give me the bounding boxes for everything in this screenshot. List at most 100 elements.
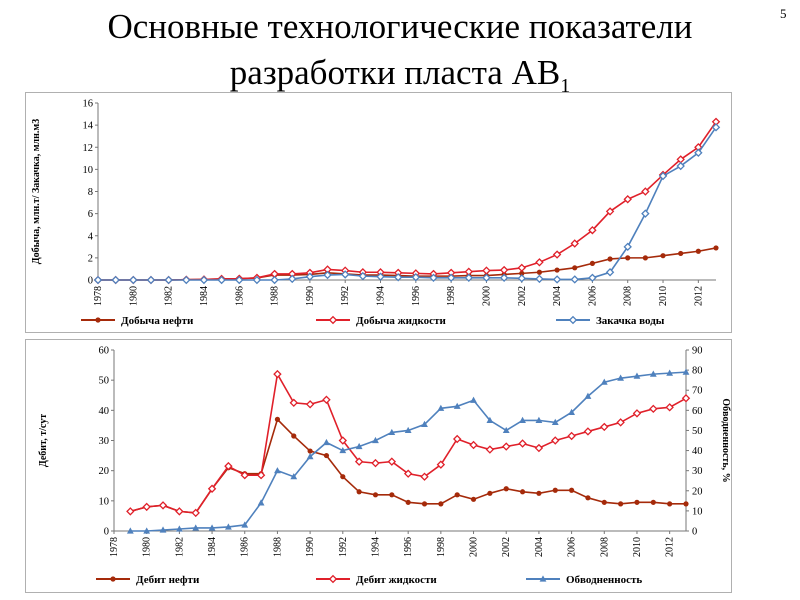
data-point xyxy=(502,426,510,434)
x-tick-label: 1988 xyxy=(272,537,283,557)
data-point xyxy=(372,436,379,444)
data-point xyxy=(605,268,615,277)
series-line xyxy=(130,371,687,514)
x-tick-label: 1990 xyxy=(305,537,316,557)
data-point xyxy=(676,161,685,171)
y-tick-label-left: 16 xyxy=(83,99,94,110)
x-tick-label: 2006 xyxy=(567,537,578,557)
x-tick-label: 1984 xyxy=(207,537,218,557)
data-point xyxy=(111,275,120,285)
x-tick-label: 2012 xyxy=(665,537,676,557)
data-point xyxy=(678,250,684,257)
data-point xyxy=(421,420,428,428)
data-point xyxy=(650,499,656,505)
x-tick-label: 1984 xyxy=(199,286,210,306)
y-axis-title-left: Дебит, т/сут xyxy=(38,414,49,467)
data-point xyxy=(695,248,701,254)
data-point xyxy=(403,469,413,478)
data-point xyxy=(191,508,200,518)
x-tick-label: 2000 xyxy=(481,286,492,306)
x-tick-label: 1982 xyxy=(174,537,185,557)
x-tick-label: 2010 xyxy=(658,286,669,306)
data-point xyxy=(470,496,477,502)
y-tick-label-right: 30 xyxy=(692,466,703,477)
slide-title: Основные технологические показатели разр… xyxy=(0,4,800,109)
data-point xyxy=(339,446,347,454)
data-point xyxy=(623,242,632,252)
data-point xyxy=(146,275,156,285)
data-point xyxy=(713,245,719,251)
data-point xyxy=(588,273,597,283)
data-point xyxy=(658,171,668,181)
data-point xyxy=(289,398,298,408)
series-Обводненность xyxy=(126,368,690,534)
data-point xyxy=(420,472,429,481)
data-point xyxy=(585,495,591,501)
y-tick-label-right: 70 xyxy=(692,386,703,397)
page-number: 5 xyxy=(780,6,787,21)
data-point xyxy=(436,460,446,469)
data-point xyxy=(142,502,151,512)
data-point xyxy=(387,457,397,466)
legend-label: Дебит жидкости xyxy=(356,574,437,586)
data-point xyxy=(486,416,494,423)
y-tick-label-left: 2 xyxy=(88,253,93,264)
y-axis-title-right: Обводненность, % xyxy=(720,398,731,482)
production-chart: 0 2 4 6 8 10 12 14 16 1978 1980 1982 1984 1986 1988 199… xyxy=(31,99,721,327)
production-chart-panel: 0 2 4 6 8 10 12 14 16 1978 1980 1982 1984 1986 1988 199… xyxy=(25,92,732,333)
data-point xyxy=(625,255,631,261)
data-point xyxy=(405,499,411,505)
x-tick-label: 1994 xyxy=(370,537,381,557)
x-tick-label: 1996 xyxy=(411,286,422,306)
y-axis-title-left: Добыча, млн.т/ Закачка, млн.м3 xyxy=(31,119,42,264)
data-point xyxy=(519,416,526,423)
data-point xyxy=(306,452,314,460)
data-point xyxy=(164,275,173,285)
data-point xyxy=(554,267,560,273)
data-point xyxy=(711,123,721,132)
x-tick-label: 1994 xyxy=(376,286,387,306)
x-tick-label: 1978 xyxy=(109,537,120,557)
data-point xyxy=(569,487,575,493)
legend-label: Дебит нефти xyxy=(136,574,200,586)
y-tick-label-left: 8 xyxy=(88,187,93,198)
y-tick-label-left: 0 xyxy=(104,527,109,538)
y-tick-label-left: 10 xyxy=(99,496,110,507)
legend-swatch-marker xyxy=(568,315,578,325)
data-point xyxy=(552,275,562,284)
data-point xyxy=(307,448,313,454)
data-point xyxy=(288,274,297,284)
data-point xyxy=(642,255,648,261)
data-point xyxy=(482,266,491,275)
x-tick-label: 1982 xyxy=(164,286,175,306)
data-point xyxy=(535,274,544,284)
data-point xyxy=(273,369,282,379)
data-point xyxy=(93,275,103,285)
x-tick-label: 1978 xyxy=(93,286,104,306)
data-point xyxy=(192,524,200,531)
title-line-2-text: разработки пласта АВ xyxy=(229,53,561,92)
data-point xyxy=(616,418,625,427)
flowrate-chart-panel: 0 10 20 30 40 50 60 0 10 20 30 40 50 60 70 80 90 1978 1980… xyxy=(25,339,732,593)
legend-label: Добыча жидкости xyxy=(356,315,446,327)
data-point xyxy=(641,187,650,196)
data-point xyxy=(143,527,151,534)
data-point xyxy=(274,416,281,422)
data-point xyxy=(340,474,346,480)
data-point xyxy=(618,501,624,507)
y-tick-label-left: 14 xyxy=(83,121,94,132)
data-point xyxy=(323,270,332,280)
data-point xyxy=(252,275,262,285)
flowrate-watercut-chart: 0 10 20 30 40 50 60 0 10 20 30 40 50 60 70 80 90 1978 1980… xyxy=(38,346,731,587)
y-tick-label-left: 4 xyxy=(88,231,94,242)
x-tick-label: 1992 xyxy=(340,286,351,306)
legend-swatch-marker xyxy=(110,576,116,582)
data-point xyxy=(372,492,379,498)
data-point xyxy=(429,273,438,283)
data-point xyxy=(667,501,673,507)
legend-label: Добыча нефти xyxy=(121,315,194,327)
data-point xyxy=(583,427,593,436)
data-point xyxy=(601,499,607,505)
data-point xyxy=(225,523,232,530)
data-point xyxy=(446,273,456,283)
